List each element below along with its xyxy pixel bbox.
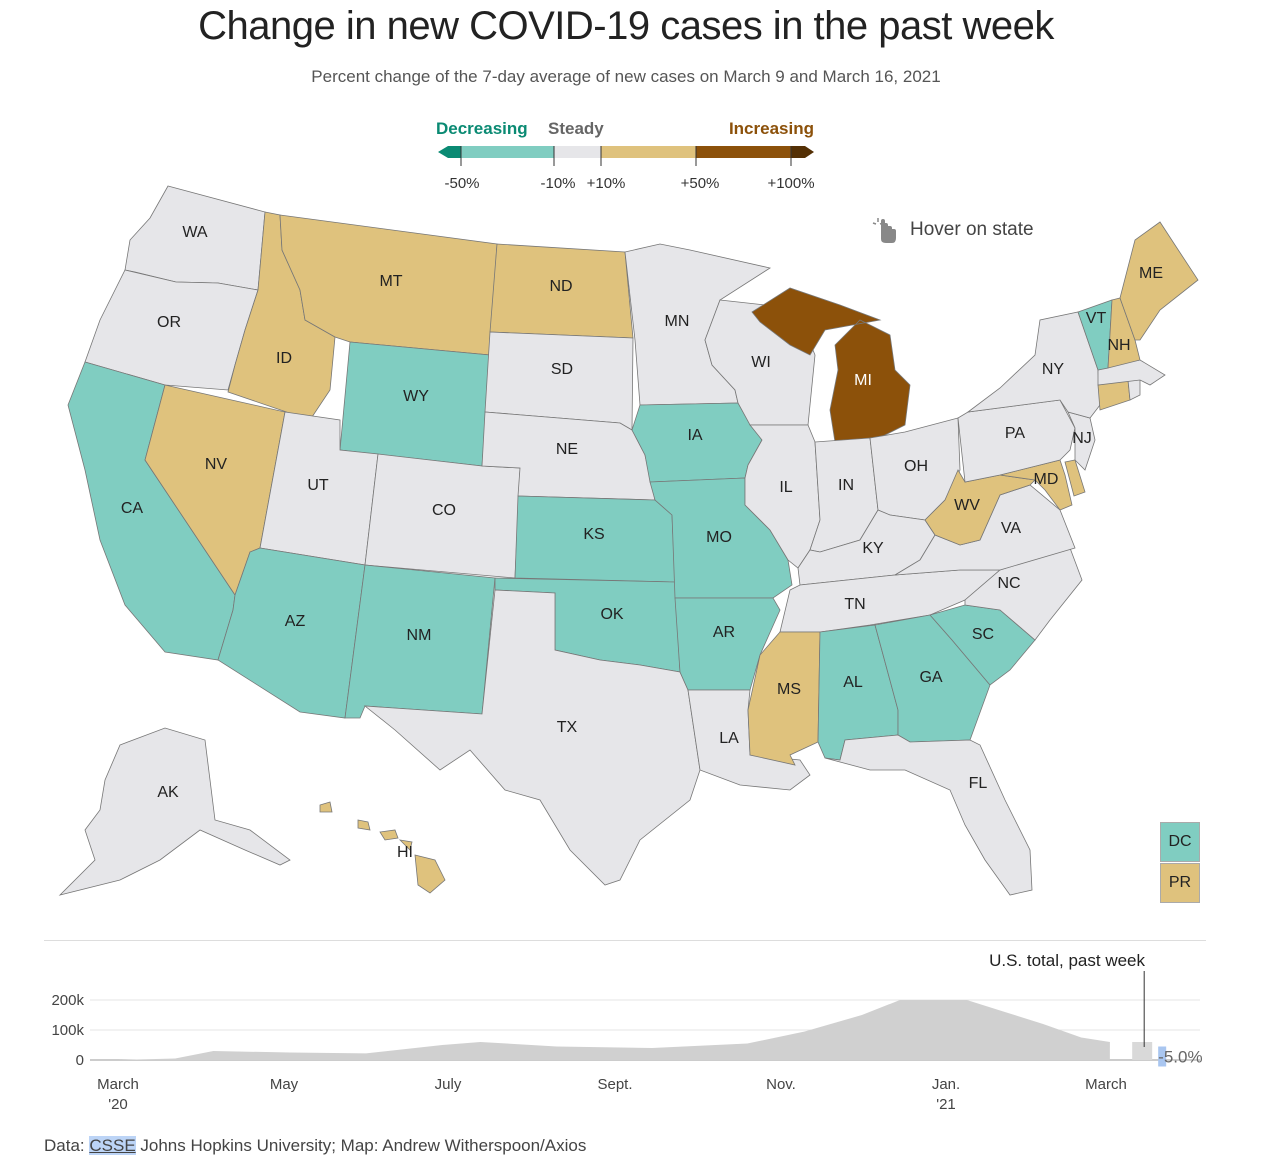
trend-y-tick-label: 100k — [51, 1022, 84, 1039]
legend-swatch-strong-increase — [696, 146, 791, 158]
state-DE[interactable] — [1064, 459, 1086, 497]
section-divider — [44, 940, 1206, 941]
legend-decreasing-label: Decreasing — [436, 119, 528, 138]
legend-swatch-strong-decrease — [448, 146, 461, 158]
state-NM[interactable] — [344, 564, 496, 719]
trend-x-tick-label: March — [1085, 1076, 1127, 1093]
trend-change-label: -5.0% — [1158, 1048, 1202, 1067]
trend-x-tick-sublabel: '21 — [936, 1096, 956, 1113]
us-map: WA OR CA ID NV MT WY UT AZ CO NM ND SD N… — [58, 185, 1199, 896]
source-prefix: Data: — [44, 1136, 90, 1155]
trend-x-tick-label: May — [270, 1076, 299, 1093]
legend-tick: -10% — [540, 175, 575, 192]
trend-x-tick-sublabel: '20 — [108, 1096, 128, 1113]
legend-tick: -50% — [444, 175, 479, 192]
legend-swatch-steady — [554, 146, 601, 158]
state-NH[interactable] — [1107, 297, 1141, 369]
trend-y-ticks: 200k 100k 0 — [51, 992, 84, 1069]
state-RI[interactable] — [1127, 379, 1141, 401]
territory-label-PR: PR — [1168, 874, 1192, 891]
state-FL[interactable] — [824, 734, 1033, 896]
state-MD[interactable] — [999, 459, 1073, 511]
chart-title: Change in new COVID-19 cases in the past… — [198, 4, 1054, 48]
trend-chart-title: U.S. total, past week — [989, 951, 1145, 970]
state-ME[interactable] — [1119, 221, 1199, 341]
legend-tick: +10% — [587, 175, 626, 192]
source-link-csse[interactable]: CSSE — [89, 1136, 136, 1155]
trend-y-tick-label: 200k — [51, 992, 84, 1009]
trend-x-tick-label: Nov. — [766, 1076, 796, 1093]
us-total-trend-chart: U.S. total, past week -5.0% 200k 100k 0 Ma… — [51, 951, 1202, 1113]
source-rest: Johns Hopkins University; Map: Andrew Wi… — [135, 1136, 587, 1155]
territory-box-DC[interactable]: DC — [1160, 822, 1200, 862]
trend-x-tick-label: Jan. — [932, 1076, 960, 1093]
state-HI[interactable] — [319, 801, 446, 894]
trend-x-tick-label: March — [97, 1076, 139, 1093]
state-WY[interactable] — [339, 341, 491, 467]
state-NY[interactable] — [966, 311, 1101, 419]
state-AK[interactable] — [58, 727, 291, 896]
trend-x-tick-label: Sept. — [597, 1076, 632, 1093]
source-credit: Data: CSSE Johns Hopkins University; Map… — [44, 1136, 586, 1156]
state-ND[interactable] — [489, 243, 634, 339]
legend-swatch-decrease — [461, 146, 554, 158]
trend-last-week-bar — [1132, 1042, 1153, 1060]
legend-tick: +100% — [767, 175, 814, 192]
state-AR[interactable] — [674, 597, 781, 691]
color-legend: Decreasing Steady Increasing -50% -10% +… — [436, 119, 815, 192]
legend-swatch-increase — [601, 146, 696, 158]
trend-x-tick-label: July — [435, 1076, 462, 1093]
pointer-hand-icon — [872, 218, 896, 243]
legend-arrow-right — [805, 146, 814, 158]
state-MI[interactable] — [751, 287, 911, 443]
hover-hint-text: Hover on state — [910, 219, 1034, 240]
state-CO[interactable] — [364, 453, 521, 579]
state-IA[interactable] — [631, 402, 763, 483]
legend-swatch-very-strong-increase — [791, 146, 805, 158]
territory-box-PR[interactable]: PR — [1160, 863, 1200, 903]
legend-arrow-left — [438, 146, 448, 158]
legend-increasing-label: Increasing — [729, 119, 814, 138]
trend-y-tick-label: 0 — [76, 1052, 84, 1069]
chart-subtitle: Percent change of the 7-day average of n… — [311, 67, 941, 86]
legend-tick: +50% — [681, 175, 720, 192]
state-TX[interactable] — [363, 589, 701, 886]
state-WA[interactable] — [124, 185, 266, 291]
territory-label-DC: DC — [1168, 833, 1192, 850]
hover-hint: Hover on state — [872, 215, 1034, 245]
legend-steady-label: Steady — [548, 119, 604, 138]
state-KS[interactable] — [514, 495, 676, 583]
trend-area-series — [118, 1000, 1110, 1060]
trend-change-marker — [1158, 1046, 1167, 1067]
trend-x-ticks: March '20 May July Sept. Nov. Jan. '21 March — [97, 1076, 1127, 1113]
